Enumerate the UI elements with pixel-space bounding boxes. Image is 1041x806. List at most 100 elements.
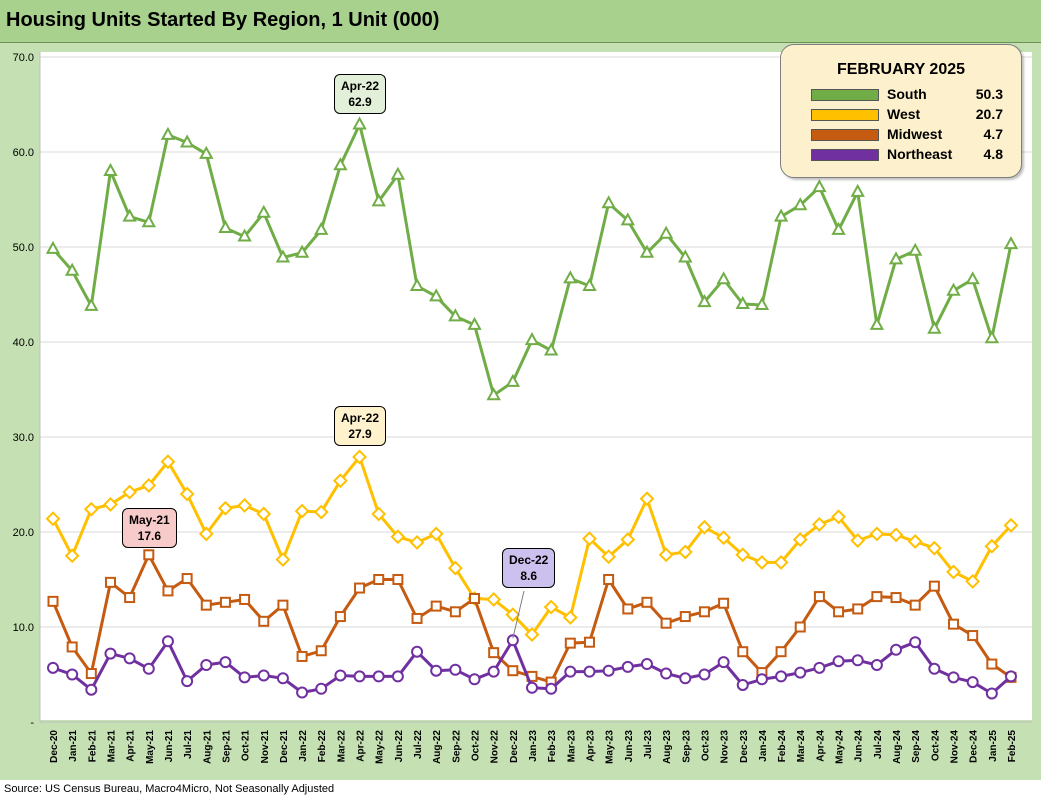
x-tick-label: Sep-21 xyxy=(221,730,232,763)
point-south xyxy=(467,316,482,330)
point-northeast xyxy=(890,643,903,656)
point-northeast xyxy=(1005,670,1017,683)
point-south xyxy=(64,262,80,276)
point-northeast xyxy=(966,676,979,689)
legend-title: FEBRUARY 2025 xyxy=(836,61,966,78)
point-northeast xyxy=(832,655,845,668)
point-south xyxy=(620,212,635,226)
x-tick-label: Dec-20 xyxy=(49,730,60,763)
point-south xyxy=(122,208,137,222)
point-northeast xyxy=(870,659,883,671)
point-west xyxy=(45,511,61,527)
x-tick-label: Dec-22 xyxy=(509,730,520,763)
point-northeast xyxy=(142,662,155,675)
point-west xyxy=(792,532,808,548)
y-tick-label: - xyxy=(30,717,34,729)
point-west xyxy=(486,592,502,607)
x-tick-label: Oct-24 xyxy=(930,730,941,762)
point-midwest xyxy=(909,599,921,611)
point-west xyxy=(946,564,961,580)
point-west xyxy=(505,607,521,623)
point-south xyxy=(294,244,310,258)
point-south xyxy=(927,320,942,334)
point-midwest xyxy=(852,603,864,615)
point-south xyxy=(314,221,329,235)
callout-northeast-value: 8.6 xyxy=(520,569,538,583)
point-west xyxy=(160,454,176,470)
point-south xyxy=(793,197,808,211)
point-west xyxy=(428,526,444,542)
point-northeast xyxy=(985,687,998,700)
point-south xyxy=(199,145,214,159)
point-west xyxy=(831,509,846,525)
x-tick-label: Mar-22 xyxy=(336,730,347,763)
point-west xyxy=(524,627,540,643)
point-midwest xyxy=(449,606,461,618)
point-south xyxy=(524,332,540,346)
page-title: Housing Units Started By Region, 1 Unit … xyxy=(6,9,440,31)
point-midwest xyxy=(469,593,481,604)
point-northeast xyxy=(506,634,519,647)
point-midwest xyxy=(488,647,500,659)
legend-value-northeast: 4.8 xyxy=(983,146,1003,162)
legend-label-northeast: Northeast xyxy=(887,146,953,162)
x-tick-label: Mar-24 xyxy=(796,730,807,763)
point-west xyxy=(103,497,118,512)
x-tick-label: Aug-21 xyxy=(202,730,213,764)
point-west xyxy=(390,529,406,545)
title-bar: Housing Units Started By Region, 1 Unit … xyxy=(0,0,1041,43)
point-south xyxy=(371,193,386,207)
axes: - 10.0 20.0 30.0 40.0 50.0 60.0 70.0 Dec-20 Jan-2… xyxy=(13,52,1032,764)
gridlines xyxy=(40,56,1032,628)
point-midwest xyxy=(124,592,136,604)
point-west xyxy=(313,504,329,520)
source-note: Source: US Census Bureau, Macro4Micro, N… xyxy=(4,783,335,795)
point-northeast xyxy=(219,656,232,669)
legend-item-midwest: Midwest 4.7 xyxy=(781,125,1021,145)
point-west xyxy=(601,549,617,565)
point-northeast xyxy=(602,664,615,677)
point-south xyxy=(1003,236,1019,250)
point-midwest xyxy=(967,630,979,642)
x-tick-label: Jan-21 xyxy=(68,730,79,762)
x-tick-label: Sep-23 xyxy=(681,730,692,763)
point-south xyxy=(735,295,750,309)
x-tick-label: Oct-23 xyxy=(700,730,711,762)
point-northeast xyxy=(315,682,328,695)
point-midwest xyxy=(181,573,193,585)
x-tick-label: May-23 xyxy=(605,730,616,764)
point-west xyxy=(447,560,463,576)
point-midwest xyxy=(373,574,385,585)
series-line-west xyxy=(51,455,1013,637)
point-northeast xyxy=(564,665,577,678)
x-tick-label: Feb-21 xyxy=(87,730,98,763)
point-west xyxy=(218,500,233,516)
point-northeast xyxy=(545,682,558,695)
point-west xyxy=(352,449,367,465)
point-midwest xyxy=(411,612,423,624)
point-west xyxy=(658,547,674,563)
x-tick-label: Dec-21 xyxy=(279,730,290,763)
point-south xyxy=(773,208,789,222)
point-northeast xyxy=(640,658,653,671)
series-layer xyxy=(45,116,1019,700)
point-west xyxy=(198,526,214,542)
x-tick-label: Apr-21 xyxy=(126,730,137,762)
point-south xyxy=(505,373,521,387)
x-tick-label: Apr-22 xyxy=(356,730,367,762)
point-midwest xyxy=(430,600,442,612)
point-northeast xyxy=(928,662,941,675)
x-tick-label: Aug-22 xyxy=(432,730,443,764)
point-south xyxy=(160,126,176,140)
point-midwest xyxy=(641,596,653,608)
point-midwest xyxy=(794,621,806,633)
legend-item-south: South 50.3 xyxy=(781,85,1021,105)
point-south xyxy=(984,330,1000,344)
point-midwest xyxy=(622,603,634,615)
point-west xyxy=(179,486,195,502)
point-northeast xyxy=(660,667,673,680)
point-midwest xyxy=(871,591,883,603)
point-south xyxy=(869,316,885,330)
point-midwest xyxy=(392,574,404,585)
point-west xyxy=(754,554,770,570)
